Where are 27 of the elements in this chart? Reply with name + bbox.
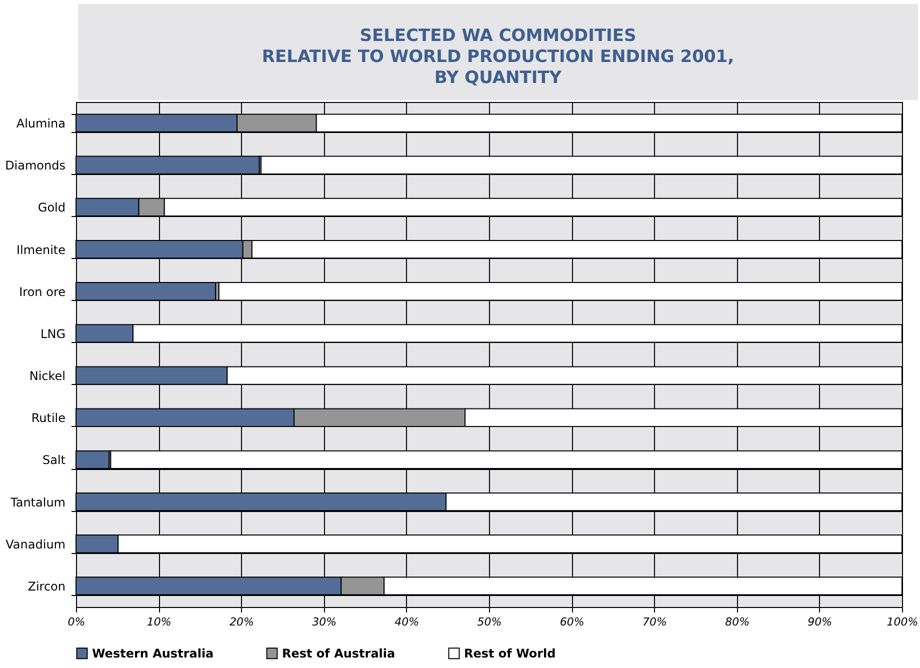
y-tick-label: Alumina — [16, 116, 66, 131]
x-tick-label: 70% — [642, 616, 667, 628]
y-tick-label: Diamonds — [5, 158, 66, 173]
y-tick-label: Zircon — [28, 579, 66, 594]
x-tick-label: 60% — [560, 616, 584, 628]
chart-title: SELECTED WA COMMODITIES RELATIVE TO WORLD PRODUCTION ENDING 2001, BY QUANTITY — [78, 4, 918, 100]
x-tick-label: 90% — [808, 616, 832, 628]
y-tick-label: Vanadium — [6, 537, 66, 552]
x-tick-label: 80% — [725, 616, 750, 628]
y-tick-label: Tantalum — [10, 495, 66, 510]
y-tick-label: Iron ore — [19, 284, 66, 299]
y-tick-label: Rutile — [31, 411, 66, 426]
legend-label: Rest of World — [464, 646, 556, 660]
x-tick-label: 50% — [477, 616, 502, 628]
x-tick-label: 20% — [229, 616, 254, 628]
y-tick-label: Salt — [42, 453, 66, 468]
legend-label: Western Australia — [92, 646, 214, 660]
legend-label: Rest of Australia — [282, 646, 396, 660]
x-tick-label: 30% — [312, 616, 337, 628]
x-tick-label: 100% — [886, 616, 918, 628]
y-tick-label: Nickel — [29, 369, 66, 384]
y-tick-label: LNG — [40, 326, 66, 341]
y-tick-label: Gold — [38, 200, 66, 215]
x-tick-label: 0% — [68, 616, 86, 628]
x-tick-label: 40% — [394, 616, 420, 628]
y-tick-label: Ilmenite — [16, 242, 66, 257]
x-tick-label: 10% — [146, 616, 172, 628]
